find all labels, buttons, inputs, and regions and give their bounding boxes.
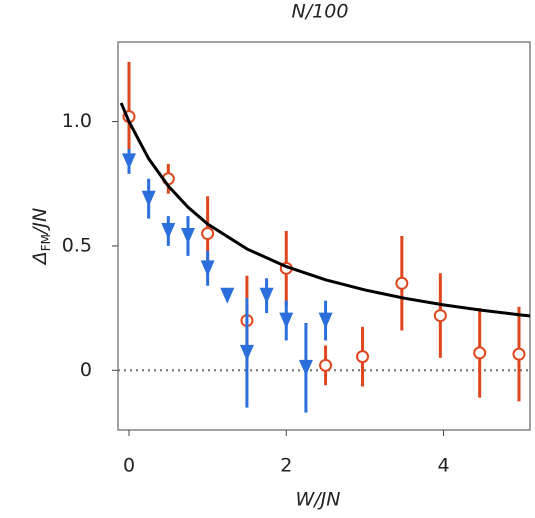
- data-point: [220, 287, 235, 304]
- data-point: [279, 312, 294, 329]
- x-tick-label: 4: [437, 455, 449, 477]
- data-point: [161, 223, 176, 240]
- plot-frame: [117, 41, 531, 431]
- data-point: [201, 227, 215, 241]
- data-point: [395, 276, 409, 290]
- data-point: [141, 190, 156, 207]
- x-tick-label: 0: [123, 455, 135, 477]
- y-label-subscript: FM: [39, 234, 53, 251]
- x-tick-label: 2: [280, 455, 292, 477]
- data-point: [180, 228, 195, 244]
- y-label-rest: /JN: [29, 208, 51, 236]
- data-point: [259, 287, 274, 304]
- data-point: [319, 358, 333, 372]
- data-point: [239, 344, 254, 361]
- data-point: [512, 347, 526, 361]
- fit-curve: [119, 102, 531, 318]
- data-point: [318, 312, 333, 329]
- data-point: [356, 350, 370, 364]
- y-tick-label: 1.0: [62, 110, 92, 132]
- data-point: [122, 153, 137, 170]
- x-axis-label: W/JN: [295, 489, 340, 511]
- data-point: [433, 309, 447, 323]
- chart-title: N/100: [292, 1, 349, 23]
- y-axis-label: ΔFM/JN: [29, 208, 53, 266]
- data-point: [298, 359, 313, 376]
- y-tick-label: 0.5: [62, 234, 92, 256]
- y-label-symbol: Δ: [29, 251, 51, 266]
- data-point: [200, 260, 215, 277]
- y-tick-label: 0: [80, 359, 92, 381]
- data-point: [473, 346, 487, 360]
